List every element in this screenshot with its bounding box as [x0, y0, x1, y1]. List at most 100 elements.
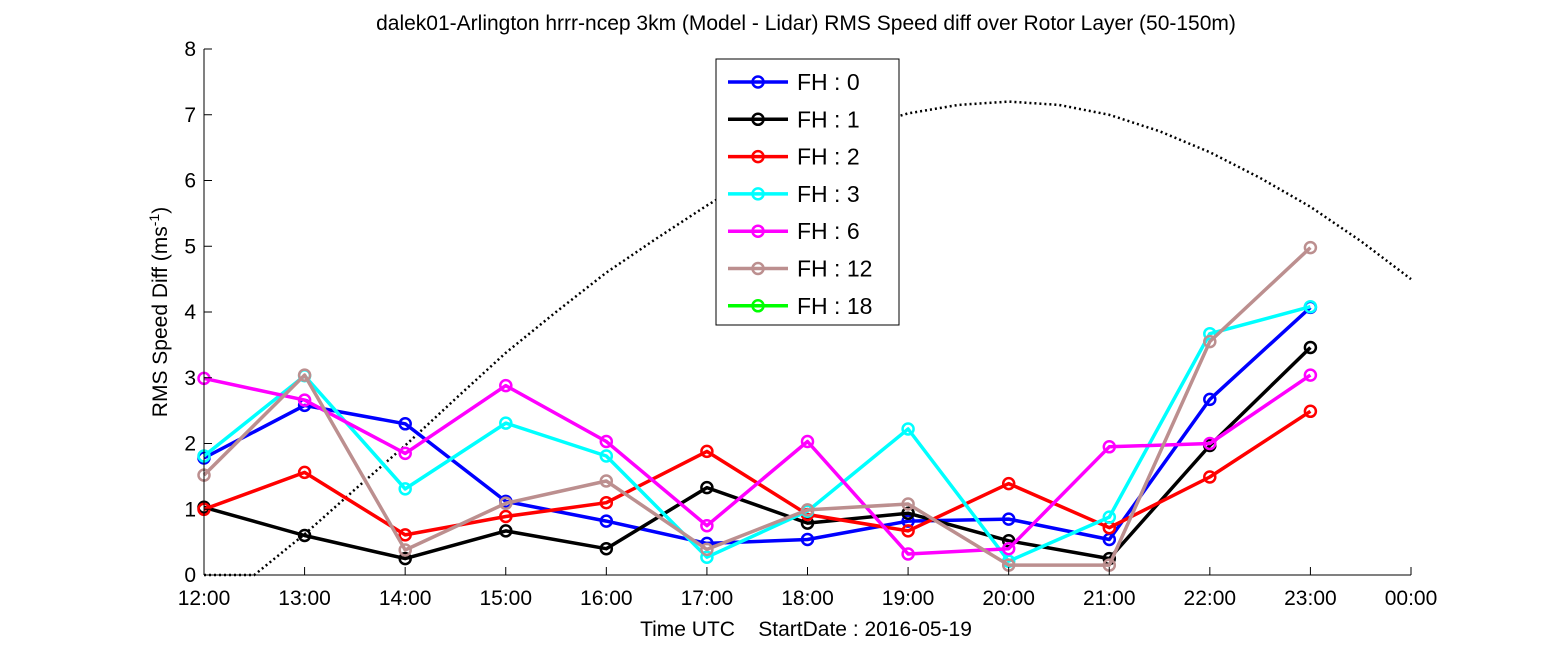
data-point	[1203, 470, 1217, 484]
data-point	[499, 378, 513, 393]
data-point	[700, 550, 714, 564]
data-point	[1203, 392, 1217, 407]
legend-label: FH : 18	[797, 293, 872, 319]
y-tick-label: 3	[184, 367, 196, 390]
data-point	[800, 503, 815, 517]
legend-label: FH : 6	[797, 218, 860, 244]
data-point	[800, 532, 815, 547]
x-tick-label: 16:00	[580, 587, 633, 610]
series-line	[203, 409, 1312, 537]
data-point	[1303, 240, 1318, 255]
data-point	[599, 449, 614, 463]
data-point	[901, 524, 915, 538]
legend-label: FH : 2	[797, 144, 860, 170]
legend-item: FH : 1	[728, 106, 860, 132]
legend-swatch-marker	[751, 112, 765, 127]
x-tick-label: 17:00	[681, 587, 734, 610]
legend-item: FH : 0	[728, 69, 860, 95]
data-point	[901, 547, 915, 561]
x-tick-label: 13:00	[278, 587, 331, 610]
legend-swatch-marker	[751, 75, 765, 89]
data-point	[1203, 326, 1217, 341]
x-tick-label: 20:00	[982, 587, 1035, 610]
data-point	[599, 474, 614, 488]
legend-label: FH : 12	[797, 256, 872, 282]
data-point	[700, 518, 714, 533]
x-tick-label: 14:00	[379, 587, 432, 610]
legend-box	[715, 58, 900, 326]
x-tick-label: 12:00	[178, 587, 231, 610]
legend-items: FH : 0 FH : 1 FH : 2 FH : 3 FH : 6 FH : 12 FH …	[728, 69, 872, 319]
data-point	[297, 368, 312, 382]
data-point	[297, 393, 312, 407]
data-point	[700, 444, 714, 459]
legend-label: FH : 3	[797, 181, 860, 207]
data-point	[398, 528, 412, 542]
legend-swatch-marker	[751, 224, 765, 238]
x-tick-label: 19:00	[882, 587, 935, 610]
axes: 12:00 13:00 14:00 15:00 16:00 17:00 18:00 19:00…	[178, 38, 1438, 610]
data-point	[700, 542, 714, 557]
data-point	[599, 495, 614, 510]
legend-label: FH : 0	[797, 69, 860, 95]
data-point	[1303, 368, 1318, 382]
legend-item: FH : 2	[728, 144, 860, 170]
data-point	[700, 480, 714, 495]
series-layer	[197, 240, 1318, 572]
data-point	[398, 446, 412, 461]
data-point	[398, 543, 412, 557]
y-tick-label: 8	[184, 38, 196, 61]
y-axis-label-superscript: -1	[146, 214, 162, 227]
data-point	[599, 434, 614, 449]
data-point	[398, 482, 412, 496]
x-axis-label: Time UTC StartDate : 2016-05-19	[640, 618, 972, 641]
data-point	[800, 434, 815, 449]
data-point	[1001, 512, 1016, 526]
data-point	[499, 509, 513, 524]
data-point	[1303, 299, 1318, 314]
data-point	[1303, 404, 1318, 419]
x-tick-label: 15:00	[479, 587, 532, 610]
data-point	[1203, 436, 1217, 451]
series-line	[202, 246, 1312, 567]
legend: FH : 0 FH : 1 FH : 2 FH : 3 FH : 6 FH : 12 FH …	[715, 58, 900, 326]
legend-item: FH : 3	[728, 181, 860, 207]
data-point	[499, 416, 513, 430]
y-axis-label-main: RMS Speed Diff (ms	[149, 226, 172, 417]
data-point	[297, 465, 312, 480]
data-point	[599, 514, 614, 528]
series-fh-2	[197, 404, 1318, 542]
chart-title: dalek01-Arlington hrrr-ncep 3km (Model -…	[376, 12, 1236, 35]
data-point	[398, 551, 412, 566]
data-point	[398, 417, 412, 431]
data-point	[1001, 476, 1016, 491]
data-point	[1102, 440, 1117, 454]
data-point	[1001, 541, 1016, 556]
x-tick-label: 21:00	[1083, 587, 1136, 610]
y-tick-label: 4	[184, 301, 196, 324]
y-tick-label: 2	[184, 433, 196, 456]
y-tick-label: 6	[184, 170, 196, 193]
data-point	[499, 524, 513, 538]
y-axis-label-close: )	[149, 207, 172, 214]
x-tick-label: 23:00	[1284, 587, 1337, 610]
data-point	[901, 422, 915, 436]
data-point	[1203, 334, 1217, 349]
legend-item: FH : 12	[728, 256, 872, 282]
data-point	[599, 541, 614, 556]
y-axis-label: RMS Speed Diff (ms-1)	[146, 207, 172, 417]
series-line	[203, 346, 1312, 561]
legend-item: FH : 6	[728, 218, 860, 244]
data-point	[499, 496, 513, 511]
x-tick-label: 22:00	[1184, 587, 1237, 610]
data-point	[297, 528, 312, 543]
data-point	[901, 497, 915, 511]
series-line	[202, 305, 1311, 563]
data-point	[901, 506, 915, 520]
series-line	[203, 373, 1312, 556]
x-tick-label: 00:00	[1385, 587, 1438, 610]
legend-swatch-marker	[751, 149, 765, 164]
y-tick-label: 1	[184, 498, 196, 521]
data-point	[1303, 340, 1318, 355]
